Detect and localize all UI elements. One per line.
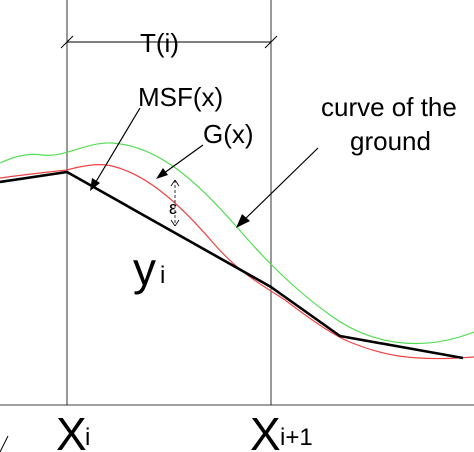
period-tick-left [60, 35, 74, 49]
period-label: T(i) [140, 28, 179, 58]
ground-label-line1: curve of the [321, 92, 457, 122]
epsilon-arrow-bottom-2 [174, 219, 180, 227]
g-leader-line [159, 144, 204, 177]
y-label: y [133, 243, 156, 295]
xi1-label-subscript: i+1 [280, 424, 313, 451]
ground-leader-line [241, 147, 319, 223]
g-leader-arrowhead [156, 168, 168, 179]
msf-leader-line [93, 107, 141, 186]
xi-label: X [56, 408, 87, 452]
g-curve [0, 164, 474, 360]
ground-label-line2: ground [350, 126, 431, 156]
xi-label-subscript: i [85, 424, 90, 451]
y-label-subscript: i [160, 262, 165, 289]
ground-leader-arrowhead [236, 214, 250, 228]
epsilon-label: ε [169, 198, 177, 218]
xi1-label: X [250, 408, 281, 452]
epsilon-arrow-top [170, 179, 176, 187]
msf-polyline [0, 170, 464, 360]
period-tick-right [264, 35, 278, 49]
ground-curve [0, 142, 474, 345]
msf-leader-arrowhead [90, 178, 100, 191]
epsilon-arrow-bottom [170, 219, 176, 227]
msf-label: MSF(x) [138, 82, 223, 112]
g-label: G(x) [203, 119, 254, 149]
epsilon-arrow-top-2 [174, 179, 180, 187]
axis-tick-left [0, 435, 9, 452]
